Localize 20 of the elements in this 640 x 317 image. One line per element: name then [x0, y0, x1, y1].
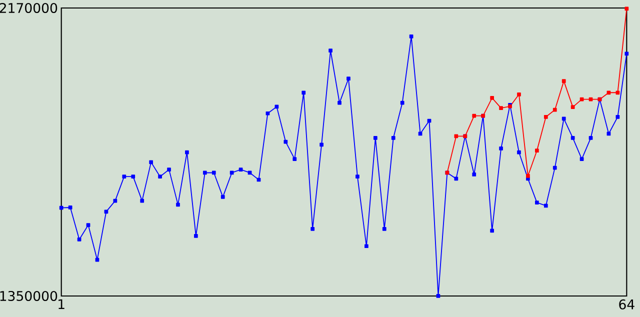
- point: [544, 114, 548, 119]
- point: [580, 97, 584, 102]
- x-tick-label: 64: [619, 299, 634, 310]
- point: [588, 97, 593, 102]
- point: [526, 174, 530, 178]
- y-tick-label: 2170000: [0, 2, 58, 13]
- point: [454, 134, 458, 138]
- point: [616, 90, 620, 94]
- point: [606, 90, 611, 94]
- point: [562, 78, 566, 83]
- point: [490, 96, 494, 100]
- point: [472, 114, 476, 118]
- x-tick-label: 1: [58, 299, 64, 309]
- point: [534, 148, 539, 152]
- point: [570, 104, 575, 109]
- point: [499, 106, 503, 110]
- y-tick-label: 1350000: [0, 290, 58, 301]
- point: [624, 6, 629, 10]
- point: [552, 108, 557, 112]
- point: [517, 92, 521, 96]
